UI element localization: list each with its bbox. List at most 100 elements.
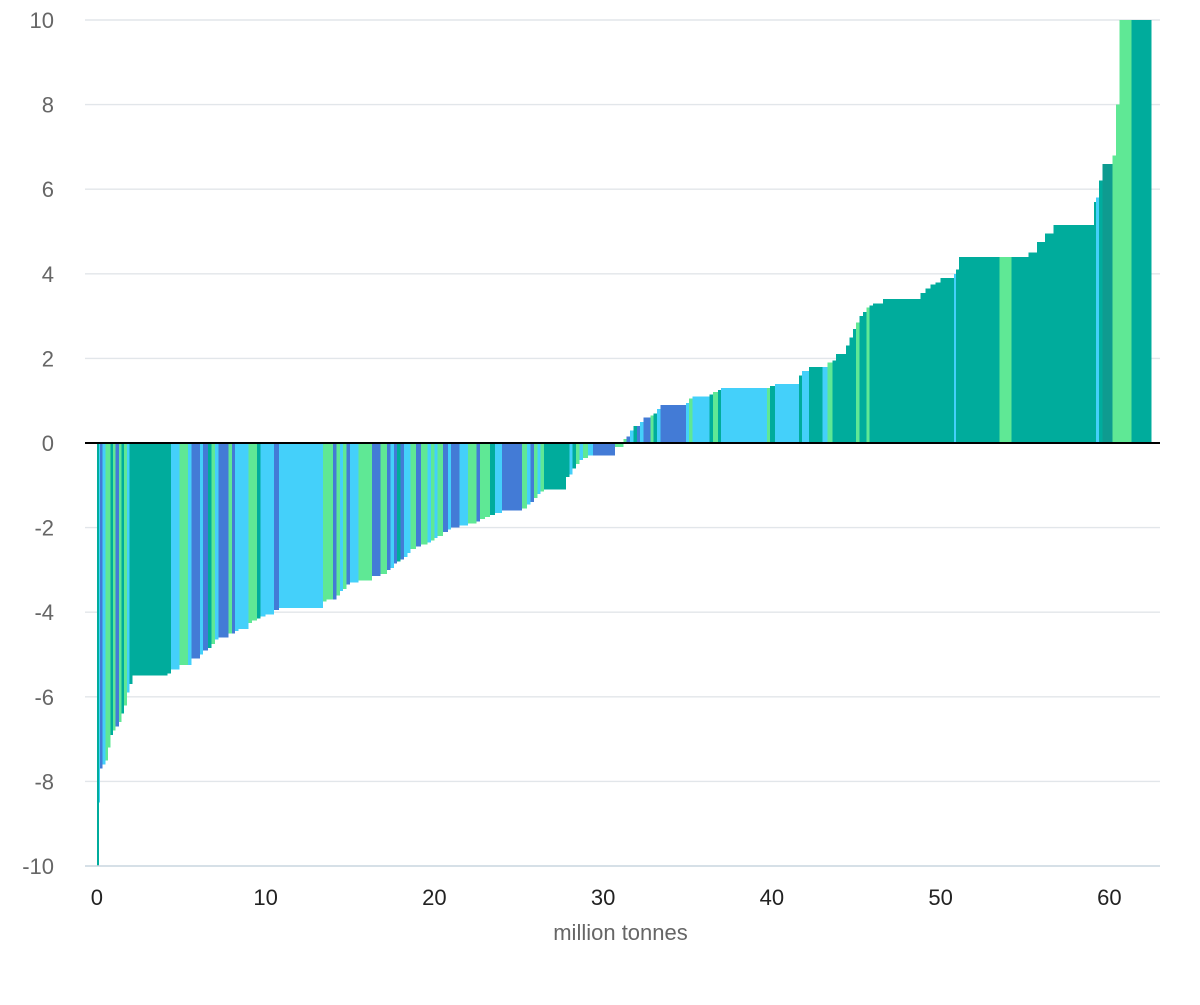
x-tick-labels: 0 10 20 30 40 50 60	[91, 885, 1122, 910]
bar	[127, 443, 130, 693]
bar	[614, 443, 624, 448]
bar	[835, 354, 847, 443]
bar	[100, 443, 103, 769]
bar	[522, 443, 528, 509]
bar	[709, 394, 713, 443]
bar	[390, 443, 394, 568]
bar	[862, 311, 867, 443]
bar	[346, 443, 350, 585]
bar	[856, 322, 860, 443]
y-tick-label: -10	[22, 854, 54, 879]
bar	[1094, 201, 1096, 443]
bar	[1134, 20, 1152, 443]
bar	[1095, 197, 1100, 443]
bar	[495, 443, 502, 513]
bar	[766, 388, 771, 443]
bar	[333, 443, 337, 600]
bar	[527, 443, 531, 505]
bar	[852, 328, 857, 443]
y-tick-label: 4	[42, 262, 54, 287]
bar	[343, 443, 347, 589]
bar	[102, 443, 106, 765]
bar	[1119, 20, 1132, 443]
bar	[260, 443, 266, 617]
bar	[468, 443, 472, 524]
bar	[427, 443, 431, 543]
bar	[132, 443, 168, 676]
bar	[859, 316, 863, 443]
bar	[572, 443, 577, 469]
bar	[107, 443, 111, 748]
bar	[587, 443, 593, 456]
bar	[349, 443, 359, 583]
bar	[252, 443, 258, 621]
bar	[397, 443, 401, 562]
x-tick-label: 30	[591, 885, 615, 910]
bar	[371, 443, 381, 577]
bar	[434, 443, 438, 539]
bar	[471, 443, 477, 524]
bar	[849, 337, 853, 443]
bar	[228, 443, 232, 634]
bar	[265, 443, 275, 615]
bar	[721, 388, 767, 443]
bar	[643, 417, 651, 443]
bar	[530, 443, 534, 503]
bar	[447, 443, 452, 530]
bar	[274, 443, 280, 611]
x-tick-label: 40	[760, 885, 784, 910]
bar	[451, 443, 460, 528]
x-tick-label: 60	[1097, 885, 1121, 910]
bar	[339, 443, 344, 592]
bar	[579, 443, 583, 460]
bar	[640, 421, 644, 443]
bar	[218, 443, 229, 638]
bar	[420, 443, 428, 545]
bar	[96, 443, 99, 866]
bar	[1028, 252, 1037, 443]
bar	[187, 443, 192, 666]
bar	[1102, 163, 1113, 443]
bar	[846, 345, 850, 443]
bar	[501, 443, 523, 511]
bar	[798, 375, 803, 443]
bar	[115, 443, 119, 727]
bar	[129, 443, 133, 685]
bars	[96, 20, 1152, 866]
bar	[1116, 104, 1120, 443]
bar	[955, 269, 960, 443]
bar	[248, 443, 253, 623]
bar	[476, 443, 480, 522]
bar	[98, 443, 101, 803]
bar	[387, 443, 391, 570]
bar	[1011, 256, 1029, 443]
bar	[822, 366, 828, 443]
bar	[832, 360, 836, 443]
bar	[636, 426, 641, 443]
bar	[123, 443, 128, 706]
bar	[775, 383, 799, 443]
y-tick-label: 0	[42, 431, 54, 456]
bar	[930, 284, 936, 443]
bar	[484, 443, 491, 518]
x-axis-label: million tonnes	[553, 920, 688, 945]
bar	[544, 443, 566, 490]
bar	[537, 443, 541, 494]
bar	[214, 443, 219, 640]
bar	[626, 436, 631, 443]
bar	[208, 443, 212, 649]
bar	[954, 273, 956, 443]
bar	[380, 443, 388, 575]
y-tick-label: -4	[34, 600, 54, 625]
bar	[808, 366, 823, 443]
y-tick-label: 2	[42, 346, 54, 371]
bar	[1131, 20, 1135, 443]
bar	[689, 398, 693, 443]
x-tick-label: 20	[422, 885, 446, 910]
bar	[490, 443, 496, 515]
bar	[685, 402, 690, 443]
bar	[533, 443, 538, 498]
x-tick-label: 0	[91, 885, 103, 910]
bar	[569, 443, 573, 475]
bar	[920, 292, 926, 443]
